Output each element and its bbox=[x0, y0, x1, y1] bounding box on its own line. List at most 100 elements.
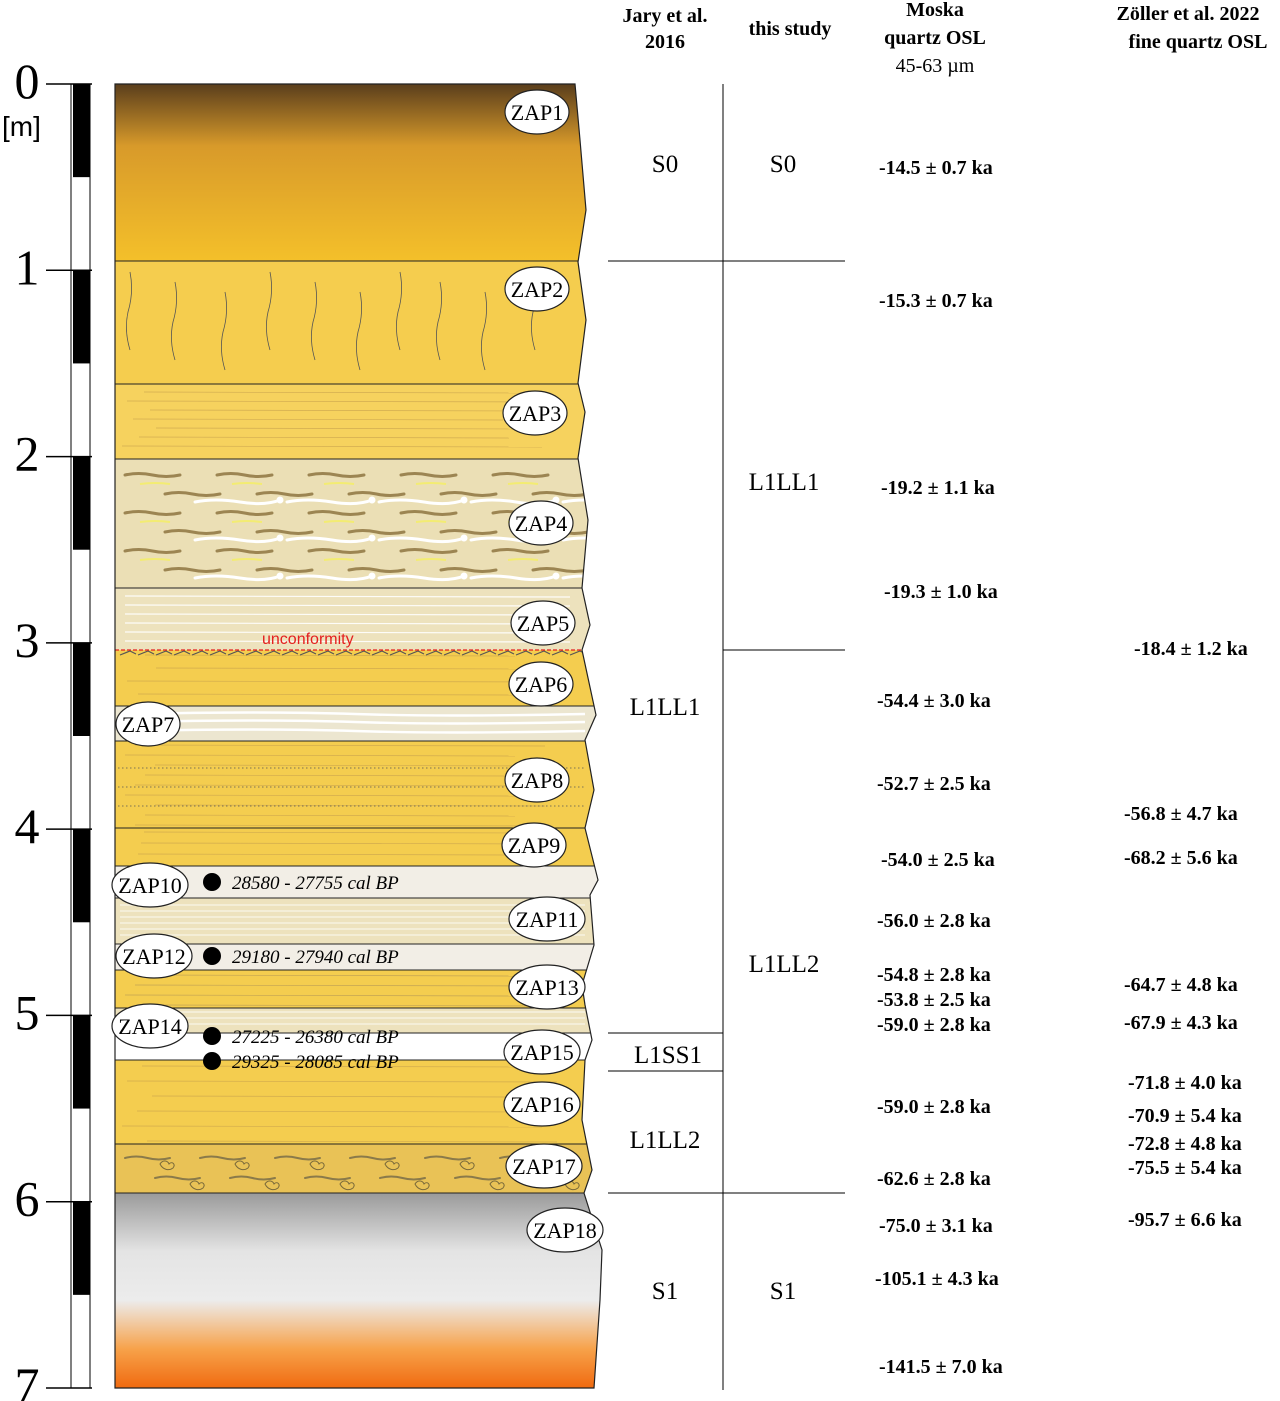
radiocarbon-label: 28580 - 27755 cal BP bbox=[232, 873, 399, 894]
sample-zap8: ZAP8 bbox=[504, 757, 570, 803]
sample-ellipse bbox=[526, 1207, 604, 1253]
scale-tick-label: 4 bbox=[15, 798, 40, 854]
sample-ellipse bbox=[505, 1143, 583, 1189]
moska-age: -54.4 ± 3.0 ka bbox=[877, 690, 991, 712]
sample-zap12: ZAP12 bbox=[115, 933, 193, 979]
sample-label: ZAP11 bbox=[516, 907, 579, 932]
this-study-unit-labels: S0 L1LL1 L1LL2 S1 bbox=[749, 151, 820, 1305]
sample-label: ZAP4 bbox=[515, 511, 568, 536]
sample-ellipse bbox=[508, 661, 574, 707]
sample-ellipse bbox=[115, 701, 181, 747]
radiocarbon-dot bbox=[203, 947, 221, 965]
sample-label: ZAP7 bbox=[122, 712, 175, 737]
radiocarbon-dates: 28580 - 27755 cal BP 29180 - 27940 cal BP… bbox=[203, 873, 399, 1073]
study-unit-l1ll1: L1LL1 bbox=[749, 469, 820, 496]
sample-label: ZAP18 bbox=[533, 1218, 597, 1243]
study-unit-l1ll2: L1LL2 bbox=[749, 951, 820, 978]
scale-tick-label: 6 bbox=[15, 1171, 40, 1227]
moska-age: -19.3 ± 1.0 ka bbox=[884, 581, 998, 603]
sample-zap6: ZAP6 bbox=[508, 661, 574, 707]
unconformity-label: unconformity bbox=[262, 631, 354, 648]
sample-zap4: ZAP4 bbox=[508, 500, 574, 546]
sample-ellipse bbox=[502, 390, 568, 436]
header-moska-line1: Moska bbox=[906, 0, 964, 21]
sample-zap18: ZAP18 bbox=[526, 1207, 604, 1253]
sample-zap14: ZAP14 bbox=[111, 1003, 189, 1049]
sample-label: ZAP10 bbox=[118, 873, 182, 898]
layer-s1-soil bbox=[115, 1193, 602, 1388]
moska-ages: -14.5 ± 0.7 ka -15.3 ± 0.7 ka -19.2 ± 1.1 … bbox=[875, 157, 1003, 1378]
scale-tick-label: 3 bbox=[15, 612, 40, 668]
sample-ellipse bbox=[504, 757, 570, 803]
moska-age: -19.2 ± 1.1 ka bbox=[881, 477, 995, 499]
zoller-age: -18.4 ± 1.2 ka bbox=[1134, 638, 1248, 660]
zoller-ages: -18.4 ± 1.2 ka -56.8 ± 4.7 ka -68.2 ± 5.6 … bbox=[1124, 638, 1248, 1231]
moska-age: -59.0 ± 2.8 ka bbox=[877, 1014, 991, 1036]
scale-block bbox=[73, 829, 90, 923]
sample-zap16: ZAP16 bbox=[503, 1081, 581, 1127]
unit-columns bbox=[608, 84, 845, 1390]
scale-tick-label: 1 bbox=[15, 239, 40, 295]
radiocarbon-dot bbox=[203, 873, 221, 891]
sample-label: ZAP6 bbox=[515, 672, 568, 697]
sample-ellipse bbox=[503, 1029, 581, 1075]
moska-age: -62.6 ± 2.8 ka bbox=[877, 1168, 991, 1190]
sample-ellipse bbox=[501, 822, 567, 868]
radiocarbon-label: 29325 - 28085 cal BP bbox=[232, 1052, 399, 1073]
sample-ellipse bbox=[508, 500, 574, 546]
sample-label: ZAP8 bbox=[511, 768, 564, 793]
layer-zap12-pale bbox=[115, 944, 602, 970]
scale-block bbox=[73, 84, 90, 178]
radiocarbon-label: 27225 - 26380 cal BP bbox=[232, 1027, 399, 1048]
sample-ellipse bbox=[504, 89, 570, 135]
moska-age: -52.7 ± 2.5 ka bbox=[877, 773, 991, 795]
moska-age: -54.8 ± 2.8 ka bbox=[877, 964, 991, 986]
sample-ellipse bbox=[508, 964, 586, 1010]
moska-age: -56.0 ± 2.8 ka bbox=[877, 910, 991, 932]
zoller-age: -75.5 ± 5.4 ka bbox=[1128, 1157, 1242, 1179]
sample-ellipse bbox=[111, 1003, 189, 1049]
header-jary-line1: Jary et al. bbox=[623, 5, 708, 27]
sample-zap2: ZAP2 bbox=[504, 266, 570, 312]
sample-label: ZAP14 bbox=[118, 1014, 182, 1039]
scale-block bbox=[73, 1201, 90, 1295]
moska-age: -53.8 ± 2.5 ka bbox=[877, 989, 991, 1011]
sample-label: ZAP1 bbox=[511, 100, 564, 125]
zoller-age: -95.7 ± 6.6 ka bbox=[1128, 1209, 1242, 1231]
scale-block bbox=[73, 270, 90, 364]
stratigraphic-column bbox=[115, 84, 602, 1388]
sample-zap3: ZAP3 bbox=[502, 390, 568, 436]
zoller-age: -56.8 ± 4.7 ka bbox=[1124, 803, 1238, 825]
header-zoller-line2: fine quartz OSL bbox=[1129, 31, 1268, 53]
jary-unit-s1: S1 bbox=[652, 1278, 678, 1305]
scale-block bbox=[73, 456, 90, 550]
scale-block bbox=[73, 1015, 90, 1109]
sample-ellipse bbox=[510, 600, 576, 646]
moska-age: -75.0 ± 3.1 ka bbox=[879, 1215, 993, 1237]
moska-age: -14.5 ± 0.7 ka bbox=[879, 157, 993, 179]
jary-unit-l1ll2: L1LL2 bbox=[630, 1127, 701, 1154]
column-headers: Jary et al. 2016 this study Moska quartz… bbox=[623, 0, 1268, 77]
jary-unit-labels: S0 L1LL1 L1SS1 L1LL2 S1 bbox=[630, 151, 702, 1305]
sample-label: ZAP15 bbox=[510, 1040, 574, 1065]
radiocarbon-label: 29180 - 27940 cal BP bbox=[232, 947, 399, 968]
scale-tick-label: 2 bbox=[15, 426, 40, 482]
zoller-age: -67.9 ± 4.3 ka bbox=[1124, 1012, 1238, 1034]
jary-unit-l1ss1: L1SS1 bbox=[634, 1042, 702, 1069]
sample-zap11: ZAP11 bbox=[508, 896, 586, 942]
scale-unit-label: [m] bbox=[2, 111, 41, 142]
moska-age: -105.1 ± 4.3 ka bbox=[875, 1268, 999, 1290]
scale-tick-label: 0 bbox=[15, 53, 40, 109]
sample-zap7: ZAP7 bbox=[115, 701, 181, 747]
sample-zap5: ZAP5 bbox=[510, 600, 576, 646]
scale-tick-label: 7 bbox=[15, 1357, 40, 1401]
sample-zap10: ZAP10 bbox=[111, 862, 189, 908]
sample-label: ZAP9 bbox=[508, 833, 561, 858]
sample-ellipse bbox=[115, 933, 193, 979]
sample-labels: ZAP1 ZAP2 ZAP3 ZAP4 ZAP5 ZAP6 ZAP7 ZAP8 ZAP9 ZAP1… bbox=[111, 89, 604, 1253]
moska-age: -15.3 ± 0.7 ka bbox=[879, 290, 993, 312]
sample-zap17: ZAP17 bbox=[505, 1143, 583, 1189]
study-unit-s1: S1 bbox=[770, 1278, 796, 1305]
moska-age: -59.0 ± 2.8 ka bbox=[877, 1096, 991, 1118]
